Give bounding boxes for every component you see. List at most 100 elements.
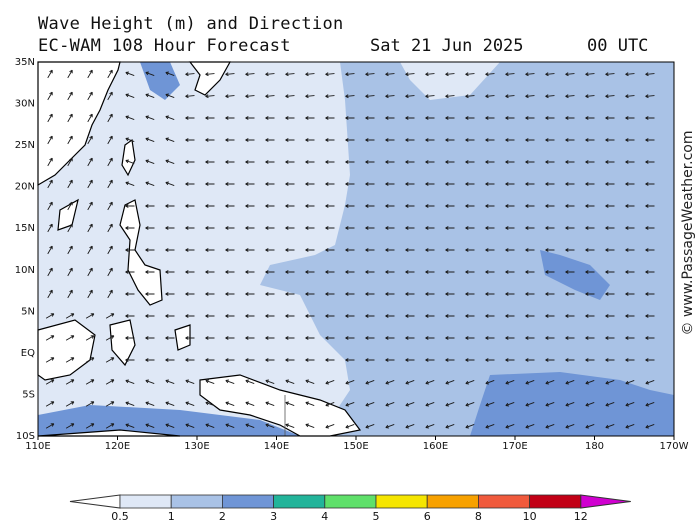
wave-arrow bbox=[185, 358, 195, 362]
wave-arrow bbox=[645, 182, 655, 186]
wave-arrow bbox=[345, 204, 355, 208]
wave-arrow bbox=[605, 380, 615, 385]
wave-arrow bbox=[565, 270, 575, 274]
wave-arrow bbox=[565, 72, 575, 77]
rough-zone-south bbox=[470, 372, 674, 436]
wave-arrow bbox=[605, 336, 615, 340]
wave-arrow bbox=[165, 423, 175, 428]
colorbar-over-wedge bbox=[580, 494, 631, 509]
lon-tick-label: 140E bbox=[264, 441, 289, 452]
wave-arrow bbox=[505, 380, 515, 385]
lon-tick-label: 150E bbox=[343, 441, 368, 452]
wave-arrow bbox=[87, 69, 93, 79]
wave-arrow bbox=[325, 72, 335, 77]
wave-arrow bbox=[525, 182, 535, 186]
wave-arrow bbox=[325, 116, 335, 120]
lon-tick-label: 130E bbox=[184, 441, 209, 452]
wave-arrow bbox=[645, 270, 655, 274]
wave-arrow bbox=[205, 226, 215, 230]
wave-arrow bbox=[305, 182, 315, 186]
wave-arrow bbox=[145, 423, 155, 428]
wave-arrow bbox=[265, 138, 275, 142]
lat-tick-label: 35N bbox=[15, 57, 35, 68]
wave-arrow bbox=[365, 94, 375, 99]
wave-arrow bbox=[245, 401, 255, 406]
wave-arrow bbox=[405, 292, 415, 296]
wave-arrow bbox=[485, 402, 495, 407]
colorbar-swatch bbox=[119, 494, 172, 509]
wave-arrow bbox=[325, 226, 335, 230]
wave-arrow bbox=[205, 138, 215, 142]
wave-arrow bbox=[47, 91, 53, 101]
wave-arrow bbox=[285, 379, 295, 384]
wave-arrow bbox=[465, 248, 475, 252]
wave-arrow bbox=[545, 72, 555, 77]
wave-arrow bbox=[325, 336, 335, 340]
wave-arrow bbox=[545, 94, 555, 99]
wave-arrow bbox=[107, 267, 113, 277]
wave-arrow bbox=[565, 116, 575, 120]
wave-arrow bbox=[65, 423, 75, 429]
wave-arrow bbox=[185, 226, 195, 230]
wave-arrow bbox=[107, 223, 113, 233]
wave-arrow bbox=[465, 402, 475, 407]
wave-arrow bbox=[605, 160, 615, 164]
wave-arrow bbox=[185, 379, 195, 384]
wave-arrow bbox=[465, 138, 475, 142]
wave-arrow bbox=[605, 204, 615, 208]
lat-tick-label: 5N bbox=[21, 306, 35, 317]
wave-arrow bbox=[305, 248, 315, 252]
wave-arrow bbox=[67, 69, 73, 79]
wave-arrow bbox=[605, 116, 615, 120]
wave-arrow bbox=[445, 358, 455, 362]
wave-arrow bbox=[185, 204, 195, 208]
lat-tick-label: EQ bbox=[21, 348, 35, 359]
wave-arrow bbox=[545, 116, 555, 120]
wave-arrow bbox=[145, 93, 155, 98]
wave-arrow bbox=[585, 358, 595, 362]
wave-arrow bbox=[285, 226, 295, 230]
wave-arrow bbox=[525, 226, 535, 230]
wave-arrow bbox=[445, 204, 455, 208]
wave-arrow bbox=[385, 204, 395, 208]
latitude-ticks: 35N 30N 25N 20N 15N 10N 5N EQ 5S 10S bbox=[15, 57, 35, 442]
wave-arrow bbox=[185, 292, 195, 296]
wave-arrow bbox=[185, 423, 195, 428]
wave-arrow bbox=[385, 270, 395, 274]
wave-arrow bbox=[285, 204, 295, 208]
wave-arrow bbox=[465, 72, 475, 77]
wave-arrow bbox=[125, 115, 135, 120]
wave-arrow bbox=[585, 248, 595, 252]
wave-arrow bbox=[445, 138, 455, 142]
wave-arrow bbox=[625, 424, 635, 429]
wave-arrow bbox=[525, 116, 535, 120]
wave-arrow bbox=[525, 248, 535, 252]
wave-arrow bbox=[345, 182, 355, 186]
wave-arrow bbox=[645, 204, 655, 208]
wave-arrow bbox=[265, 182, 275, 186]
wave-arrow bbox=[145, 314, 155, 318]
wave-arrow bbox=[245, 72, 255, 77]
wave-arrow bbox=[645, 72, 655, 77]
wave-arrow bbox=[605, 94, 615, 99]
wave-arrow bbox=[505, 116, 515, 120]
wave-arrow bbox=[585, 314, 595, 318]
wave-arrow bbox=[225, 401, 235, 406]
wave-arrow bbox=[325, 358, 335, 362]
wave-arrow bbox=[545, 402, 555, 407]
wave-arrow bbox=[245, 204, 255, 208]
wave-arrow bbox=[545, 248, 555, 252]
wave-arrow bbox=[205, 336, 215, 340]
wave-arrow bbox=[305, 314, 315, 318]
calm-zone-north bbox=[400, 62, 500, 100]
wave-arrow bbox=[107, 201, 113, 211]
wave-arrow bbox=[145, 226, 155, 230]
wave-arrow bbox=[625, 402, 635, 407]
wave-arrow bbox=[205, 379, 215, 384]
wave-arrow bbox=[305, 116, 315, 120]
wave-arrow bbox=[107, 245, 113, 255]
wave-arrow bbox=[385, 424, 395, 429]
wave-arrow bbox=[305, 423, 315, 428]
wave-arrow bbox=[285, 182, 295, 186]
